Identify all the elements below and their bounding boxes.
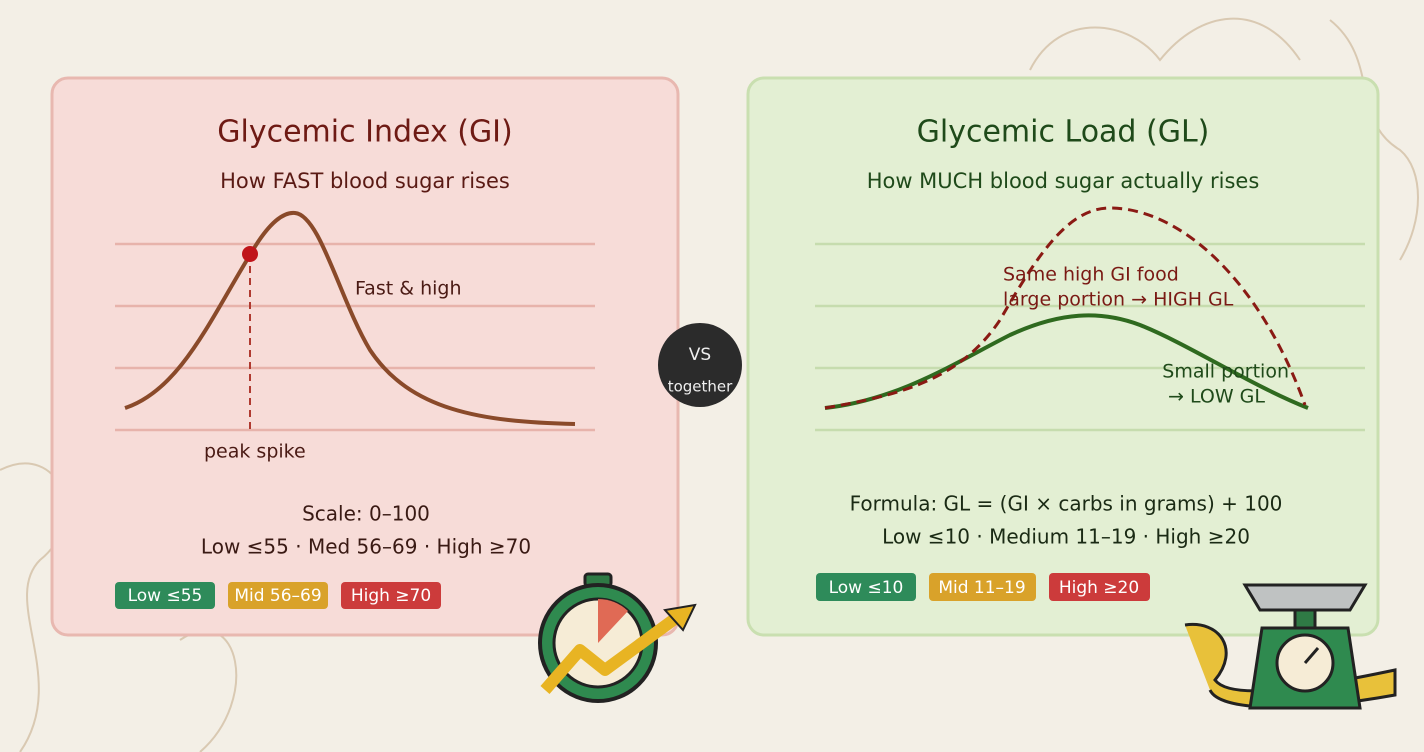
squiggle	[1329, 19, 1419, 261]
gl-ranges: Low ≤10 · Medium 11–19 · High ≥20	[882, 525, 1250, 549]
gl-formula: Formula: GL = (GI × carbs in grams) + 10…	[850, 492, 1283, 516]
low-gl-label: Small portion	[1162, 361, 1289, 383]
trend-arrow	[540, 610, 684, 694]
vs-text: VS	[689, 345, 711, 365]
high-gl-label: Same high GI food	[1003, 264, 1179, 286]
vs-badge	[658, 323, 742, 407]
scale-plate	[1242, 583, 1368, 612]
curve-label: Fast & high	[355, 278, 462, 300]
stopwatch-wedge	[598, 599, 628, 643]
badge-high-text: High ≥20	[1059, 578, 1139, 598]
gi-ranges: Low ≤55 · Med 56–69 · High ≥70	[201, 535, 531, 559]
gi-guides	[115, 242, 595, 432]
gi-scale: Scale: 0–100	[302, 502, 430, 526]
gi-curve	[124, 210, 576, 426]
badge-low	[816, 573, 916, 601]
peak-label: peak spike	[204, 441, 306, 463]
stopwatch-icon	[538, 572, 697, 703]
scale-neck	[1293, 608, 1317, 630]
trend-arrowhead	[663, 603, 697, 632]
gl-title: Glycemic Load (GL)	[917, 115, 1210, 150]
scale-needle	[1303, 647, 1320, 664]
peak-dot	[242, 246, 258, 262]
badge-mid	[929, 573, 1036, 601]
gl-guides	[815, 242, 1365, 432]
badge-mid	[228, 582, 328, 609]
badge-mid-text: Mid 11–19	[938, 578, 1025, 598]
badge-high-text: High ≥70	[351, 586, 431, 606]
low-gl-curve	[824, 313, 1309, 410]
low-gl-label: → LOW GL	[1168, 386, 1265, 408]
squiggle	[1029, 17, 1301, 71]
gi-title: Glycemic Index (GI)	[217, 115, 513, 150]
squiggle	[0, 462, 67, 752]
gl-panel	[746, 76, 1380, 637]
vs-subtext: together	[668, 378, 733, 396]
badge-low	[115, 582, 215, 609]
gi-subtitle: How FAST blood sugar rises	[220, 169, 510, 193]
badge-high	[341, 582, 441, 609]
badge-mid-text: Mid 56–69	[234, 586, 321, 606]
badge-high	[1049, 573, 1150, 601]
badge-low-text: Low ≤10	[829, 578, 904, 598]
gl-subtitle: How MUCH blood sugar actually rises	[867, 169, 1260, 193]
badge-low-text: Low ≤55	[128, 586, 203, 606]
high-gl-label: large portion → HIGH GL	[1003, 289, 1234, 311]
kitchen-scale-icon	[1184, 583, 1397, 710]
